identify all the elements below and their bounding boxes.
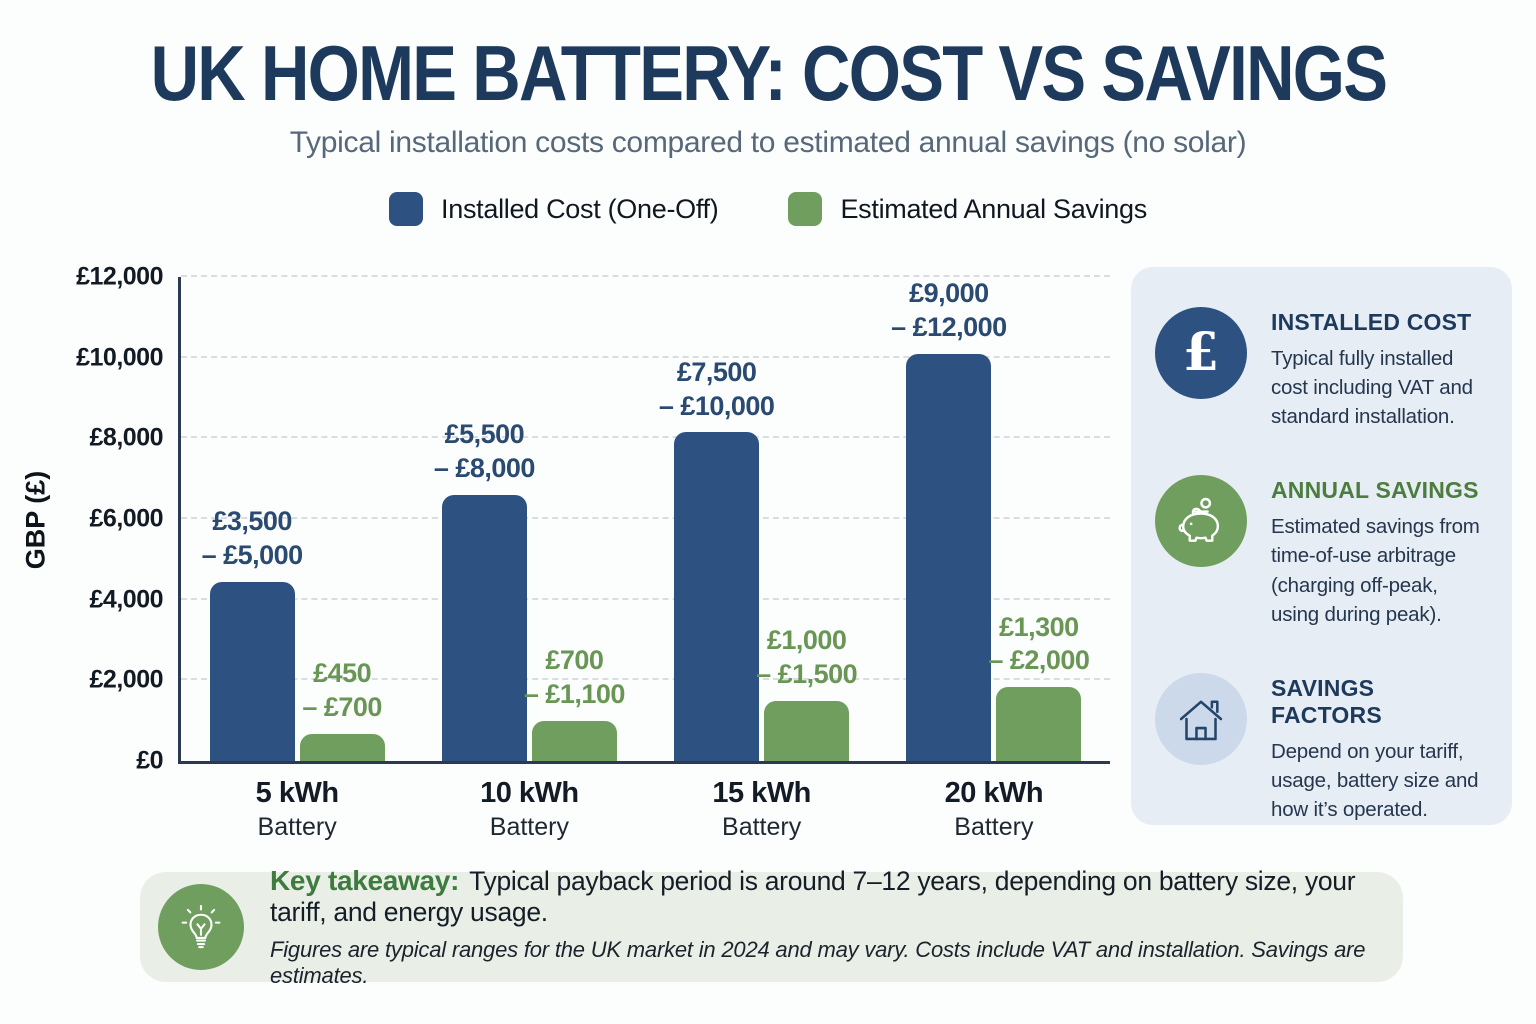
header: UK HOME BATTERY: COST VS SAVINGS — [0, 28, 1536, 119]
x-axis-category: 20 kWh Battery — [944, 777, 1044, 841]
x-axis-category: 5 kWh Battery — [255, 777, 339, 841]
y-tick-label: £6,000 — [89, 504, 164, 533]
legend-swatch-green — [788, 192, 823, 226]
bar-column: £1,000– £1,500 — [756, 277, 858, 761]
y-tick-label: £0 — [136, 746, 163, 775]
side-item-installed-cost: £ INSTALLED COST Typical fully installed… — [1155, 307, 1482, 431]
gridline — [181, 355, 1110, 358]
bar — [299, 733, 385, 761]
side-item-heading: ANNUAL SAVINGS — [1271, 477, 1479, 504]
bar-group: £3,500– £5,000 £450– £700 — [181, 277, 413, 761]
y-tick-label: £10,000 — [76, 343, 163, 372]
key-takeaway-text: Typical payback period is around 7–12 ye… — [270, 866, 1356, 927]
bar-column: £7,500– £10,000 — [659, 277, 775, 761]
side-item-savings-factors: SAVINGS FACTORS Depend on your tariff, u… — [1155, 672, 1482, 824]
y-axis-ticks: £0 £2,000 £4,000 £6,000 £8,000 £10,000 £12,000 — [33, 263, 164, 775]
bar-value-label: £7,500– £10,000 — [658, 356, 775, 421]
bar-column: £700– £1,100 — [524, 277, 625, 761]
house-icon — [1155, 672, 1247, 765]
bar-group: £7,500– £10,000 £1,000– £1,500 — [646, 277, 878, 761]
side-item-heading: INSTALLED COST — [1271, 309, 1472, 335]
bar-group: £5,500– £8,000 £700– £1,100 — [413, 277, 645, 761]
pound-icon: £ — [1155, 307, 1247, 399]
bar-value-label: £450– £700 — [302, 658, 382, 722]
legend-item-installed-cost: Installed Cost (One-Off) — [389, 192, 719, 226]
bar — [996, 687, 1082, 761]
gridline — [181, 275, 1110, 277]
bar-group: £9,000– £12,000 £1,300– £2,000 — [878, 277, 1110, 761]
gridline — [181, 436, 1110, 439]
bar — [441, 494, 527, 761]
piggy-bank-icon — [1155, 475, 1247, 568]
bar — [531, 720, 617, 761]
bar-value-label: £1,300– £2,000 — [988, 611, 1090, 676]
y-tick-label: £8,000 — [89, 423, 164, 452]
bar-value-label: £5,500– £8,000 — [433, 419, 536, 484]
chart-legend: Installed Cost (One-Off) Estimated Annua… — [0, 192, 1536, 226]
y-tick-label: £12,000 — [76, 262, 163, 291]
bar-groups: £3,500– £5,000 £450– £700 £5,500– £8,000 £7… — [181, 277, 1110, 761]
bar-column: £9,000– £12,000 — [891, 277, 1007, 761]
y-tick-label: £2,000 — [89, 665, 164, 694]
bar-column: £450– £700 — [299, 277, 385, 761]
x-axis-category: 10 kWh Battery — [480, 777, 579, 841]
side-item-annual-savings: ANNUAL SAVINGS Estimated savings from ti… — [1155, 475, 1482, 628]
side-item-body: Depend on your tariff, usage, battery si… — [1271, 739, 1479, 821]
bar — [674, 432, 760, 761]
bar — [906, 353, 992, 761]
bar-column: £3,500– £5,000 — [202, 277, 303, 761]
x-axis-labels: 5 kWh Battery 10 kWh Battery 15 kWh Battery 20… — [181, 777, 1110, 842]
bar — [209, 581, 295, 761]
key-takeaway-banner: Key takeaway: Typical payback period is a… — [140, 865, 1403, 988]
legend-label: Estimated Annual Savings — [840, 193, 1147, 224]
page-subtitle: Typical installation costs compared to e… — [289, 126, 1247, 159]
gridline — [181, 597, 1110, 600]
gridline — [181, 678, 1110, 681]
takeaway-footnote: Figures are typical ranges for the UK ma… — [270, 937, 1366, 988]
side-item-heading: SAVINGS FACTORS — [1271, 674, 1382, 728]
side-item-body: Typical fully installed cost including V… — [1271, 347, 1473, 429]
page-title: UK HOME BATTERY: COST VS SAVINGS — [150, 29, 1387, 117]
legend-label: Installed Cost (One-Off) — [441, 193, 719, 224]
info-side-panel: £ INSTALLED COST Typical fully installed… — [1131, 267, 1512, 825]
lightbulb-icon — [158, 884, 244, 970]
legend-item-annual-savings: Estimated Annual Savings — [788, 192, 1147, 226]
x-axis-category: 15 kWh Battery — [712, 777, 811, 841]
legend-swatch-blue — [389, 192, 424, 226]
side-item-body: Estimated savings from time-of-use arbit… — [1271, 515, 1480, 626]
bar — [764, 700, 850, 761]
bar-column: £5,500– £8,000 — [434, 277, 535, 761]
bar-value-label: £700– £1,100 — [523, 645, 626, 709]
key-takeaway-label: Key takeaway: — [270, 865, 460, 896]
gridline — [181, 517, 1110, 519]
bar-value-label: £3,500– £5,000 — [201, 506, 304, 570]
bar-column: £1,300– £2,000 — [988, 277, 1090, 761]
y-tick-label: £4,000 — [89, 585, 164, 614]
chart-plot-area: £0 £2,000 £4,000 £6,000 £8,000 £10,000 £12,000… — [76, 263, 1110, 841]
bar-value-label: £9,000– £12,000 — [891, 278, 1007, 342]
bar-value-label: £1,000– £1,500 — [756, 625, 858, 689]
